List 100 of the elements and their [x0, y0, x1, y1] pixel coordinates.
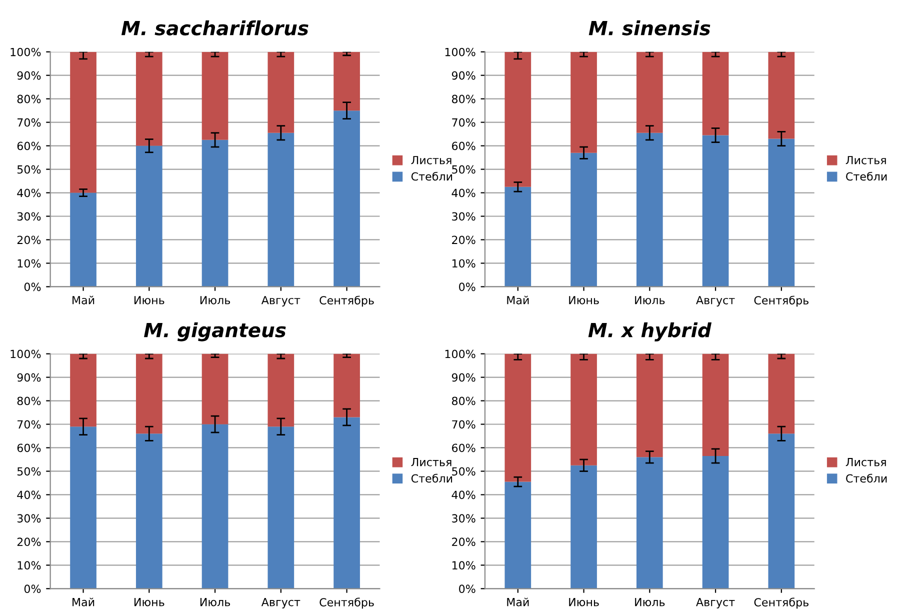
y-tick-label: 40% — [17, 490, 41, 500]
bar — [136, 146, 162, 287]
bar — [636, 354, 663, 458]
bar — [268, 354, 294, 427]
y-tick-label: 50% — [17, 165, 41, 174]
y-tick-label: 100% — [445, 48, 476, 56]
y-tick-label: 70% — [452, 118, 476, 127]
bar — [768, 138, 795, 287]
x-tick-label: Май — [507, 296, 529, 304]
chart-title: M. sacchariflorus — [121, 20, 308, 36]
y-tick-label: 80% — [17, 396, 41, 406]
bar — [702, 52, 729, 136]
bar — [268, 52, 294, 133]
x-tick-label: Сентябрь — [754, 598, 808, 609]
bar — [702, 354, 729, 456]
bar — [334, 110, 360, 287]
bar — [70, 52, 96, 193]
bar — [570, 52, 597, 153]
bar — [768, 354, 795, 434]
x-tick-label: Сентябрь — [320, 598, 374, 609]
y-tick-label: 70% — [18, 118, 41, 127]
y-tick-label: 0% — [459, 282, 476, 292]
y-tick-label: 90% — [17, 71, 41, 80]
bar — [136, 434, 162, 589]
legend-label: Стебли — [846, 172, 887, 181]
y-tick-label: 40% — [452, 188, 476, 198]
y-tick-label: 60% — [17, 142, 41, 150]
chart-title: M. giganteus — [144, 322, 286, 342]
bar — [70, 426, 96, 589]
bar — [202, 140, 228, 287]
y-tick-label: 0% — [24, 584, 41, 594]
y-tick-label: 30% — [452, 212, 476, 221]
x-tick-label: Июль — [200, 296, 230, 304]
legend-label: Стебли — [411, 474, 452, 483]
x-tick-label: Июль — [635, 296, 665, 304]
y-tick-label: 10% — [18, 561, 41, 570]
y-tick-label: 50% — [452, 467, 476, 476]
bar — [768, 434, 795, 589]
bar — [702, 135, 729, 287]
legend-label: Листья — [846, 458, 886, 466]
y-tick-label: 0% — [459, 584, 476, 594]
x-tick-label: Июнь — [569, 598, 599, 606]
y-tick-label: 100% — [10, 48, 41, 56]
bar — [504, 186, 532, 287]
x-tick-label: Июнь — [134, 598, 164, 606]
bar — [504, 354, 532, 482]
bar — [570, 465, 597, 589]
y-tick-label: 30% — [17, 212, 41, 221]
y-tick-label: 80% — [17, 94, 41, 104]
bar — [136, 52, 162, 146]
y-tick-label: 100% — [445, 350, 476, 358]
x-tick-label: Май — [72, 296, 94, 304]
bar — [570, 152, 597, 287]
x-tick-label: Июль — [200, 598, 230, 606]
y-tick-label: 80% — [452, 396, 476, 406]
x-tick-label: Август — [261, 598, 300, 608]
x-tick-label: Май — [507, 598, 529, 606]
bar — [268, 426, 294, 589]
y-tick-label: 60% — [17, 444, 41, 452]
y-tick-label: 10% — [452, 259, 476, 268]
legend-label: Листья — [411, 156, 452, 164]
legend-label: Стебли — [846, 474, 887, 483]
bar — [334, 417, 360, 589]
y-tick-label: 80% — [452, 94, 476, 104]
bar — [504, 482, 532, 589]
y-tick-label: 90% — [452, 373, 476, 382]
y-tick-label: 0% — [24, 282, 41, 292]
y-tick-label: 40% — [452, 490, 476, 500]
x-tick-label: Сентябрь — [320, 296, 374, 307]
y-tick-label: 100% — [10, 350, 41, 358]
bar — [636, 52, 663, 133]
x-tick-label: Август — [261, 296, 300, 306]
legend-label: Листья — [411, 458, 452, 466]
y-tick-label: 90% — [452, 71, 476, 80]
bar — [70, 192, 96, 287]
bar — [268, 132, 294, 287]
bar — [768, 52, 795, 139]
bar — [202, 354, 228, 424]
bar — [136, 354, 162, 434]
y-tick-label: 20% — [17, 236, 41, 244]
bar — [702, 456, 729, 589]
y-tick-label: 50% — [17, 467, 41, 476]
y-tick-label: 30% — [17, 514, 41, 523]
y-tick-label: 60% — [452, 444, 476, 452]
chart-title: M. x hybrid — [588, 322, 712, 342]
x-tick-label: Июль — [635, 598, 665, 606]
y-tick-label: 70% — [18, 420, 41, 429]
y-tick-label: 20% — [452, 236, 476, 244]
bar — [570, 354, 597, 466]
bar — [636, 457, 663, 589]
legend-label: Стебли — [411, 172, 452, 181]
bar — [202, 424, 228, 589]
y-tick-label: 70% — [452, 420, 476, 429]
y-tick-label: 40% — [17, 188, 41, 198]
x-tick-label: Август — [696, 598, 735, 608]
x-tick-label: Май — [72, 598, 94, 606]
y-tick-label: 90% — [17, 373, 41, 382]
legend-label: Листья — [846, 156, 886, 164]
y-tick-label: 30% — [452, 514, 476, 523]
y-tick-label: 60% — [452, 142, 476, 150]
